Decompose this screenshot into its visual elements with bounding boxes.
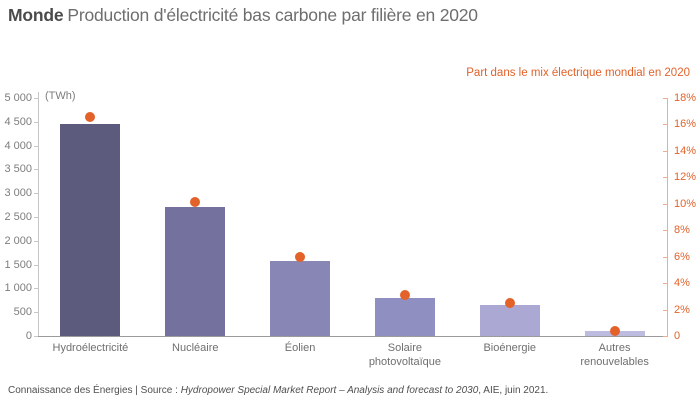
- left-axis-tick: [34, 336, 38, 337]
- share-dot: [85, 111, 96, 122]
- share-dot: [399, 290, 410, 300]
- page-title: Monde Production d'électricité bas carbon…: [8, 5, 478, 26]
- right-axis-line: [667, 98, 668, 337]
- footer-suffix: , AIE, juin 2021.: [478, 385, 549, 396]
- left-axis-tick-label: 4 500: [4, 115, 32, 128]
- category-label: Autres renouvelables: [580, 342, 649, 368]
- right-axis-tick: [663, 124, 667, 126]
- left-axis-tick: [34, 217, 38, 218]
- left-axis-tick-label: 3 000: [4, 187, 32, 200]
- right-axis-tick: [663, 283, 667, 285]
- right-axis-tick: [663, 177, 667, 179]
- category-label: Nucléaire: [172, 342, 219, 354]
- left-axis-tick-label: 4 000: [4, 139, 32, 152]
- share-dot: [504, 297, 515, 308]
- right-axis-tick-label: 12%: [674, 171, 697, 184]
- left-axis-tick: [34, 193, 38, 195]
- left-axis-tick-label: 2 000: [4, 234, 32, 247]
- right-axis-tick-label: 6%: [674, 250, 690, 263]
- left-axis-tick-label: 1 000: [4, 282, 32, 295]
- footer-report-title: Hydropower Special Market Report – Analy…: [180, 385, 479, 396]
- bar: [165, 207, 226, 336]
- right-axis-tick-label: 10%: [674, 197, 697, 210]
- footer-prefix: Connaissance des Énergies | Source :: [8, 385, 181, 396]
- x-axis-baseline: [38, 336, 668, 337]
- right-axis-tick-label: 18%: [674, 92, 697, 104]
- bar: [479, 305, 540, 336]
- share-dot: [609, 325, 620, 336]
- category-label: Hydroélectricité: [52, 342, 129, 354]
- left-axis-tick: [34, 169, 38, 171]
- left-axis-tick: [34, 145, 38, 147]
- left-axis-tick-label: 1 500: [4, 258, 32, 271]
- right-axis-tick-label: 16%: [674, 118, 697, 131]
- bar: [374, 297, 435, 336]
- right-axis-tick-label: 8%: [674, 224, 690, 237]
- right-axis-tick-label: 4%: [674, 277, 690, 290]
- share-dot: [190, 197, 201, 208]
- right-axis-tick: [663, 336, 667, 337]
- category-label: Solaire photovoltaïque: [368, 342, 441, 368]
- right-axis-tick: [663, 256, 667, 258]
- left-axis-tick-label: 2 500: [4, 211, 32, 223]
- title-text: Production d'électricité bas carbone par…: [67, 5, 478, 25]
- left-axis-unit-label: (TWh): [45, 90, 76, 102]
- left-axis-tick-label: 5 000: [4, 92, 32, 104]
- bar: [60, 124, 121, 336]
- left-axis-tick: [34, 98, 38, 99]
- right-axis-tick: [663, 309, 667, 311]
- left-axis-tick: [34, 264, 38, 266]
- left-axis-tick-label: 3 500: [4, 163, 32, 176]
- right-axis-title: Part dans le mix électrique mondial en 2…: [466, 67, 690, 79]
- right-axis-tick: [663, 230, 667, 232]
- right-axis-tick-label: 14%: [674, 144, 697, 157]
- right-axis-tick-label: 2%: [674, 303, 690, 316]
- category-label: Bioénergie: [483, 342, 537, 354]
- left-axis-tick-label: 0: [25, 330, 32, 342]
- left-axis-tick-label: 500: [13, 306, 32, 319]
- right-axis-tick-label: 0: [674, 330, 681, 342]
- left-axis-tick: [34, 288, 38, 290]
- category-label: Éolien: [284, 342, 316, 354]
- share-dot: [295, 251, 306, 262]
- left-axis-line: [38, 92, 39, 336]
- source-credit: Connaissance des Énergies | Source : Hyd…: [8, 385, 548, 396]
- bar: [270, 260, 331, 336]
- title-brand: Monde: [8, 5, 64, 25]
- left-axis-tick: [34, 240, 38, 242]
- right-axis-tick: [663, 98, 667, 99]
- left-axis-tick: [34, 121, 38, 123]
- left-axis-tick: [34, 312, 38, 314]
- right-axis-tick: [663, 150, 667, 152]
- right-axis-tick: [663, 203, 667, 205]
